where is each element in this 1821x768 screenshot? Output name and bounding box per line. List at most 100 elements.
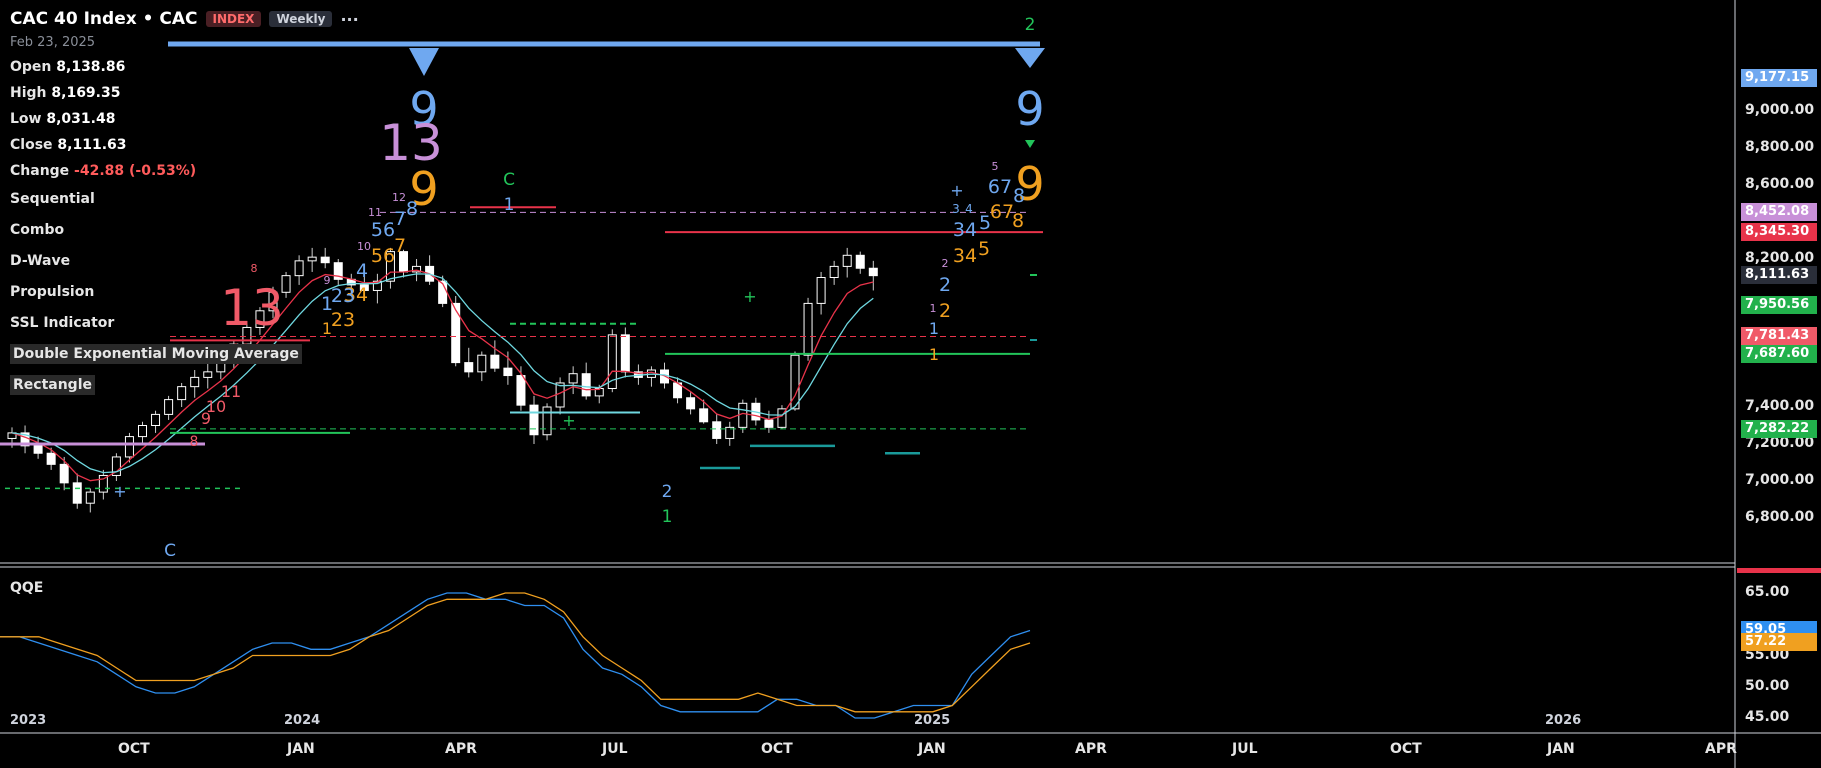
price-level-badge: 7,687.60 [1741,344,1817,363]
candle [281,275,291,293]
symbol-title[interactable]: CAC 40 Index • CAC [10,9,198,29]
sequential-count-label: 8 [1013,185,1025,207]
sequential-count-label: 1 [929,345,939,364]
candle [177,386,187,401]
sequential-count-label: 56 [371,245,395,267]
time-tick-label: JUL [602,741,628,757]
candle [790,354,800,410]
sequential-count-label: 56 [371,219,395,241]
indicator-rectangle[interactable]: Rectangle [10,370,359,401]
candle [464,362,474,373]
candle [816,277,826,304]
time-tick-label: OCT [1390,741,1422,757]
high-value: 8,169.35 [51,85,121,101]
indicator-propulsion[interactable]: Propulsion [10,284,95,300]
symbol-title-row: CAC 40 Index • CAC INDEX Weekly ··· [10,6,359,32]
sequential-count-label: + [743,287,756,306]
qqe-level-badge: 57.22 [1741,632,1817,651]
indicator-ssl[interactable]: SSL Indicator [10,315,115,331]
candle [764,419,774,428]
candle [503,367,513,377]
sequential-count-label: 2 [939,300,951,322]
sequential-count-label: 34 [344,284,368,306]
year-label: 2024 [284,713,321,728]
sequential-count-label: + [562,411,575,430]
indicator-combo[interactable]: Combo [10,222,65,238]
candle [138,425,147,438]
candle [359,284,369,291]
green-arrow-marker [1025,140,1035,148]
sequential-count-label: + [950,181,963,200]
price-level-badge: 8,345.30 [1741,223,1817,242]
sequential-count-label: 2 [939,274,951,296]
sequential-count-label: 5 [978,238,990,260]
interval-badge[interactable]: Weekly [269,11,333,27]
time-tick-label: APR [445,741,477,757]
candle [855,254,865,269]
sequential-count-label: 12 [392,191,406,204]
price-tick-label: 7,000.00 [1745,472,1815,488]
sequential-count-label: 7 [394,208,406,230]
candle [111,456,121,476]
sequential-count-label: 8 [406,198,418,220]
sequential-count-label: 23 [331,285,355,307]
sequential-count-label: 1 [321,293,333,315]
candle [542,406,552,436]
sequential-count-label: 9 [324,274,331,287]
qqe-label[interactable]: QQE [10,580,44,596]
candle [803,302,813,356]
down-triangle-marker-2 [1015,48,1045,68]
more-options-icon[interactable]: ··· [340,9,359,29]
bar-date: Feb 23, 2025 [10,35,96,50]
candle [725,426,735,439]
indicator-dwave[interactable]: D-Wave [10,253,71,269]
close-row: Close 8,111.63 [10,137,127,153]
sequential-count-label: 1 [322,319,332,338]
sequential-count-label: 67 [988,176,1012,198]
candle [555,382,565,408]
indicator-sequential[interactable]: Sequential [10,191,95,207]
candle [307,256,317,262]
price-pane: 299913913C1C2112234345567678855656778434… [0,15,1045,561]
candle [320,256,330,264]
price-tick-label: 8,600.00 [1745,176,1815,192]
indicator-dema[interactable]: Double Exponential Moving Average [10,339,359,370]
legend: CAC 40 Index • CAC INDEX Weekly ··· Feb … [10,6,359,401]
candle [164,399,174,415]
candle [190,376,200,388]
sequential-count-label: 9 [409,82,438,136]
index-badge: INDEX [205,11,262,27]
qqe-tick-label: 45.00 [1745,709,1790,725]
price-level-badge: 8,452.08 [1741,203,1817,222]
sequential-count-label: 8 [1012,210,1024,232]
sequential-count-label: 7 [394,235,406,257]
price-level-badge: 7,282.22 [1741,419,1817,438]
candle [581,373,591,397]
candle [255,310,265,328]
candle [607,334,617,390]
price-tick-label: 8,200.00 [1745,250,1815,266]
sequential-count-label: 2 [662,482,673,502]
sequential-count-label: 5 [992,160,999,173]
time-tick-label: OCT [761,741,793,757]
sequential-count-label: 11 [368,206,382,219]
qqe-tick-label: 50.00 [1745,677,1790,694]
low-row: Low 8,031.48 [10,111,116,127]
sequential-count-label: 8 [251,262,258,275]
candle [829,265,839,278]
sequential-count-label: 3 [952,202,960,216]
candle [333,262,343,280]
price-level-badge: 7,950.56 [1741,296,1817,315]
candle [451,302,461,364]
price-tick-label: 7,200.00 [1745,435,1815,451]
dema-line-red [11,269,874,482]
sequential-count-label: 1 [930,302,937,315]
candle [842,254,852,267]
time-tick-label: JAN [287,741,315,757]
sequential-count-label: 2 [942,257,949,270]
price-level-badge: 7,781.43 [1741,327,1817,346]
sequential-count-label: 34 [953,219,977,241]
candle [712,421,722,439]
sequential-count-label: 9 [409,162,438,216]
